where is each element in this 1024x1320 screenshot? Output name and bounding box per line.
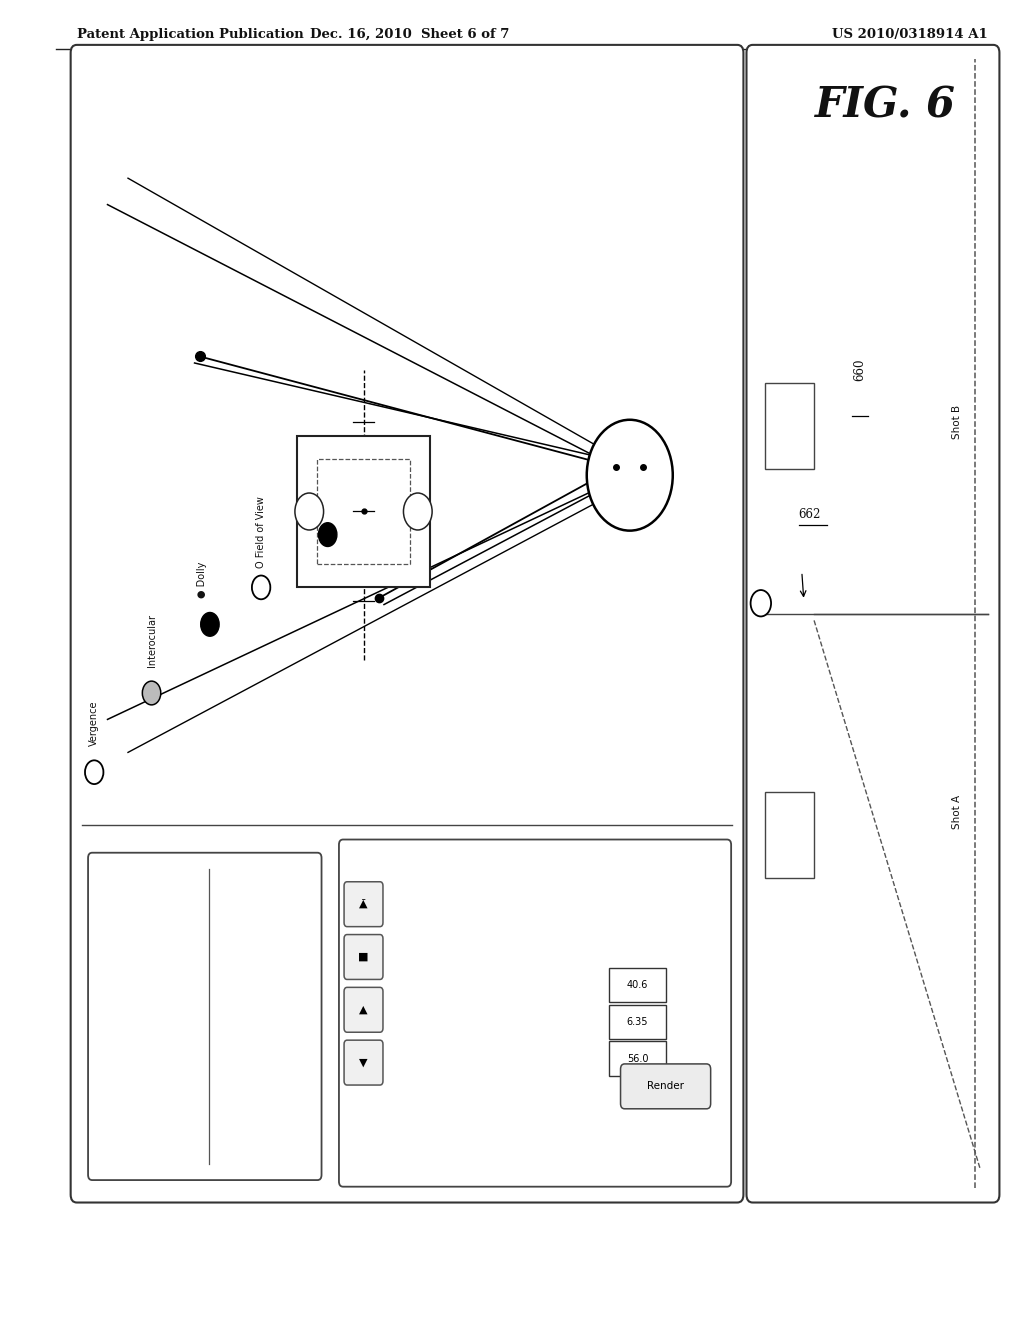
- Circle shape: [751, 590, 771, 616]
- Text: 6.35: 6.35: [627, 1016, 648, 1027]
- Text: O Field of View: O Field of View: [256, 496, 266, 568]
- Text: 56.0: 56.0: [627, 1053, 648, 1064]
- Text: Interocular: Interocular: [146, 614, 157, 667]
- Text: ʃ: ʃ: [372, 520, 375, 529]
- Text: 40.6: 40.6: [627, 979, 648, 990]
- Text: Dec. 16, 2010  Sheet 6 of 7: Dec. 16, 2010 Sheet 6 of 7: [310, 28, 509, 41]
- Text: ▲: ▲: [359, 1005, 368, 1015]
- Text: cm: cm: [673, 981, 686, 989]
- Text: -45.00/25.00 pixels: -45.00/25.00 pixels: [614, 870, 701, 878]
- Bar: [609, 1005, 666, 1039]
- FancyBboxPatch shape: [88, 853, 322, 1180]
- Text: Vergence: Vergence: [89, 701, 99, 746]
- Circle shape: [201, 612, 219, 636]
- FancyBboxPatch shape: [339, 840, 731, 1187]
- Bar: [317, 459, 410, 564]
- Circle shape: [403, 492, 432, 529]
- Bar: [609, 968, 666, 1002]
- FancyBboxPatch shape: [344, 935, 383, 979]
- Text: Render: Render: [647, 1081, 684, 1092]
- Text: $f_u$: $f_u$: [389, 484, 399, 499]
- Bar: [609, 1041, 666, 1076]
- Text: 40.00 °: 40.00 °: [614, 944, 647, 952]
- Text: 461: 461: [225, 911, 248, 924]
- Circle shape: [295, 492, 324, 529]
- Text: 12.00 cm: 12.00 cm: [614, 907, 656, 915]
- Bar: [765, 792, 814, 878]
- FancyBboxPatch shape: [344, 882, 383, 927]
- Text: ʃ: ʃ: [372, 480, 375, 490]
- FancyBboxPatch shape: [71, 45, 743, 1203]
- Bar: [765, 383, 814, 469]
- Circle shape: [318, 523, 337, 546]
- Text: cm: cm: [681, 944, 694, 952]
- Text: Min/max Disparity:: Min/max Disparity:: [399, 870, 484, 878]
- Text: US 2010/0318914 A1: US 2010/0318914 A1: [833, 28, 988, 41]
- Circle shape: [142, 681, 161, 705]
- Text: 662: 662: [799, 508, 821, 521]
- FancyBboxPatch shape: [344, 987, 383, 1032]
- Text: Shot B: Shot B: [952, 405, 963, 440]
- Text: Viewer-to-screen:: Viewer-to-screen:: [399, 1055, 478, 1063]
- Bar: [297, 436, 430, 587]
- Text: ▲̄: ▲̄: [359, 899, 368, 909]
- Text: ▼: ▼: [359, 1057, 368, 1068]
- Text: ● Proscenium: ● Proscenium: [323, 446, 333, 515]
- Circle shape: [252, 576, 270, 599]
- FancyBboxPatch shape: [746, 45, 999, 1203]
- Text: Video Player Panel: Video Player Panel: [141, 932, 238, 942]
- Circle shape: [85, 760, 103, 784]
- Circle shape: [587, 420, 673, 531]
- Text: 660: 660: [854, 358, 866, 381]
- Text: ■: ■: [358, 952, 369, 962]
- Text: cm: cm: [673, 1018, 686, 1026]
- Text: FIG. 6: FIG. 6: [815, 84, 956, 127]
- Text: Patent Application Publication: Patent Application Publication: [77, 28, 303, 41]
- Text: Screen width:: Screen width:: [399, 981, 462, 989]
- FancyBboxPatch shape: [344, 1040, 383, 1085]
- Text: ʃ: ʃ: [372, 500, 375, 510]
- Text: Viewer interocular:: Viewer interocular:: [399, 1018, 485, 1026]
- Text: 460: 460: [128, 865, 151, 878]
- Text: cm: cm: [673, 1055, 686, 1063]
- Text: Camera field of view:: Camera field of view:: [399, 944, 496, 952]
- Text: Shot A: Shot A: [952, 795, 963, 829]
- FancyBboxPatch shape: [621, 1064, 711, 1109]
- Text: Camera interocular:: Camera interocular:: [399, 907, 489, 915]
- Text: ● Dolly: ● Dolly: [197, 561, 207, 598]
